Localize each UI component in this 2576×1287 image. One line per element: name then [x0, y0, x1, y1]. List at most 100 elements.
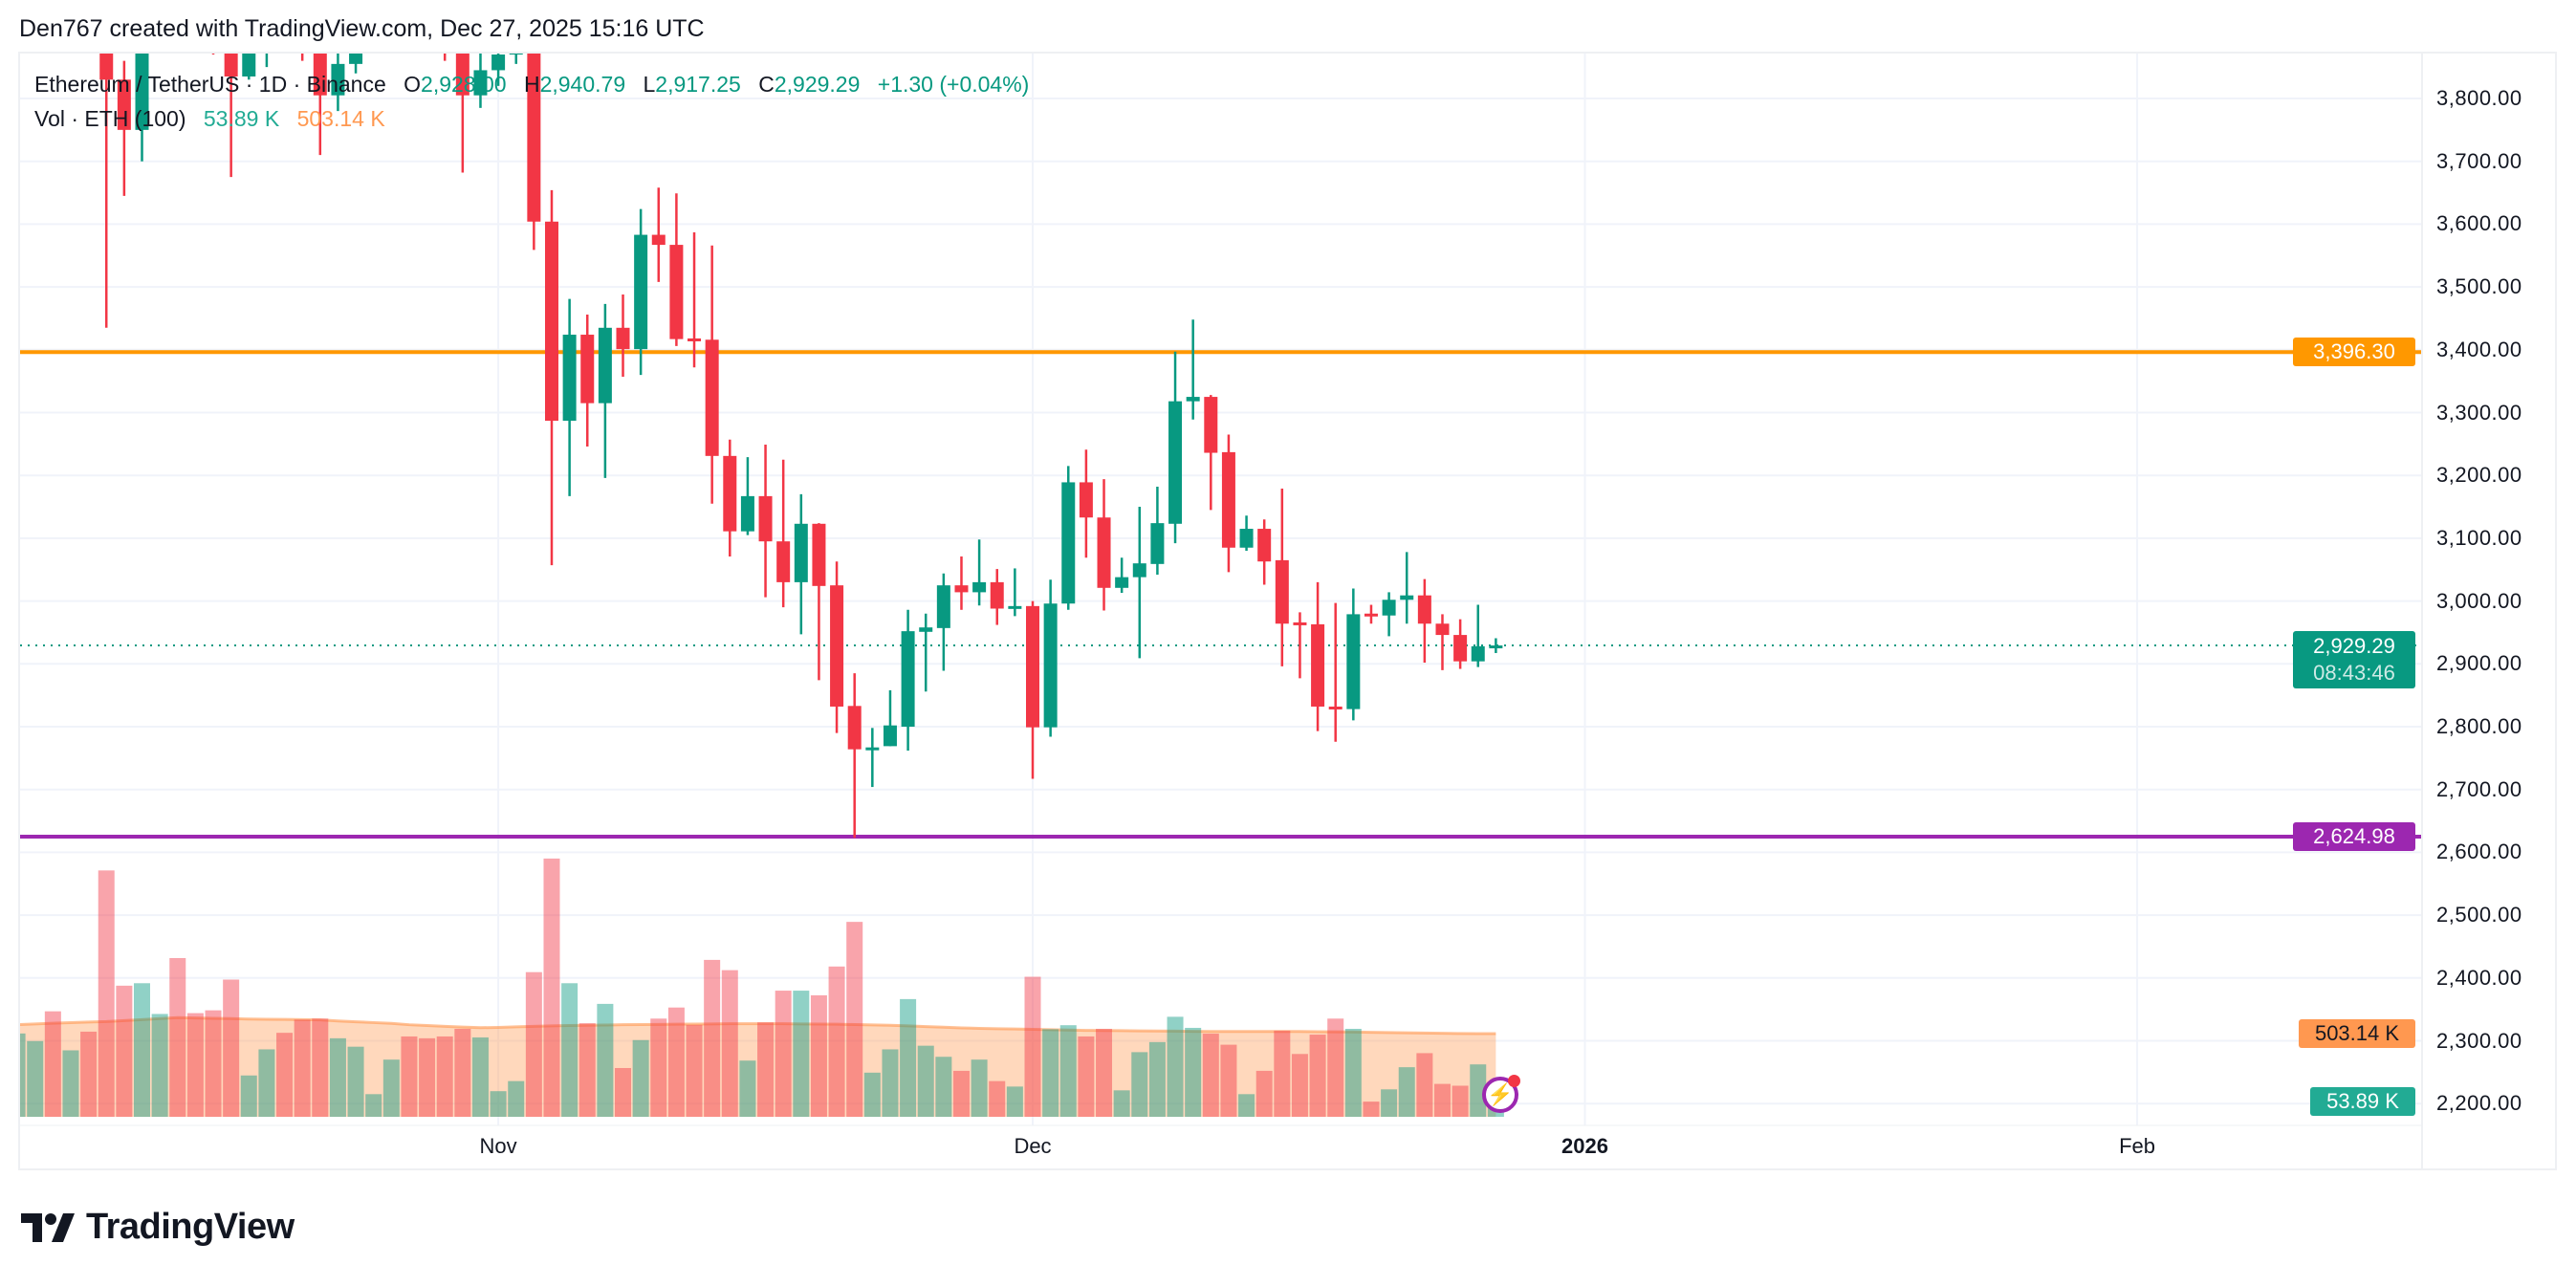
candle-body [1043, 603, 1058, 728]
volume-bar [1433, 1083, 1451, 1117]
candle-body [865, 747, 880, 751]
volume-bar [1291, 1054, 1308, 1117]
volume-bar [597, 1003, 614, 1117]
candle [562, 298, 577, 496]
volume-bar [1024, 976, 1041, 1117]
candle [812, 523, 826, 681]
volume-bar [508, 1080, 525, 1117]
candle [580, 315, 595, 447]
volume-bar [365, 1094, 382, 1117]
candle-body [1239, 529, 1254, 548]
candle [1239, 515, 1254, 552]
candle [776, 459, 791, 608]
volume-bar [329, 1037, 346, 1117]
horizontal-levels[interactable] [20, 350, 2422, 839]
price-tick-label: 3,400.00 [2436, 337, 2522, 361]
candle-body [919, 627, 933, 632]
volume-bar [1452, 1085, 1469, 1117]
candle [117, 60, 131, 196]
candle-body [847, 706, 862, 750]
candle [1204, 395, 1218, 511]
candle-body [580, 335, 595, 404]
price-tick-label: 2,900.00 [2436, 651, 2522, 676]
candle [265, 54, 269, 68]
candle [847, 673, 862, 839]
volume-bar [454, 1029, 471, 1117]
candle [224, 54, 238, 178]
candle [509, 54, 523, 64]
lightning-icon: ⚡ [1487, 1082, 1514, 1106]
candle [883, 689, 897, 747]
last-price: 2,929.29 [2313, 634, 2395, 659]
volume-bar [704, 959, 721, 1117]
candles [99, 54, 1503, 839]
tradingview-logo-icon [21, 1212, 75, 1242]
volume-bar [471, 1037, 489, 1117]
candle-body [669, 245, 684, 339]
candle [1293, 612, 1307, 679]
price-tick-label: 3,700.00 [2436, 148, 2522, 173]
candle-body [1168, 401, 1183, 524]
volume-bar [579, 1023, 596, 1117]
volume-bar [1202, 1034, 1219, 1117]
candle-body [1489, 645, 1503, 649]
candle [865, 728, 880, 788]
alert-bolt-button[interactable]: ⚡ [1482, 1075, 1520, 1113]
candle [972, 539, 987, 606]
candle-body [723, 455, 737, 532]
price-tick-label: 3,300.00 [2436, 400, 2522, 425]
candle-body [1132, 563, 1146, 578]
volume-bar [312, 1018, 329, 1117]
candle-body [1115, 577, 1129, 588]
volume-bar [1096, 1029, 1113, 1117]
volume-bar [1113, 1090, 1130, 1117]
candle [1186, 319, 1200, 420]
volume-bar [632, 1039, 649, 1117]
candle [473, 54, 488, 108]
price-tick-label: 2,500.00 [2436, 903, 2522, 927]
candle-body [1150, 523, 1165, 564]
volume-bar [151, 1014, 168, 1117]
volume-bar [989, 1080, 1006, 1117]
candle-body [830, 585, 844, 707]
volume-bar [561, 983, 579, 1117]
candle-body [954, 585, 969, 593]
time-tick-label: Nov [479, 1134, 517, 1158]
candle [349, 54, 363, 74]
candle-body [1435, 623, 1450, 636]
candle-body [99, 54, 114, 80]
volume-bar [205, 1010, 222, 1117]
volume-bar [258, 1049, 275, 1117]
candle [99, 54, 114, 328]
candle [443, 54, 447, 61]
candle [954, 556, 969, 610]
legend-volume-label[interactable]: Vol · ETH (100) [34, 106, 186, 131]
volume-bar [952, 1070, 970, 1117]
volume-pane [20, 858, 1504, 1117]
candle [1346, 588, 1361, 721]
candle-body [936, 585, 950, 628]
candle [300, 54, 304, 61]
volume-bar [1416, 1053, 1433, 1117]
candle-body [901, 631, 915, 727]
legend-symbol[interactable]: Ethereum / TetherUS · 1D · Binance [34, 72, 386, 97]
chart-frame [18, 52, 2557, 1170]
price-tick-label: 3,200.00 [2436, 463, 2522, 488]
volume-bar [882, 1049, 899, 1117]
candle-body [1346, 614, 1361, 709]
candle-body [455, 54, 469, 96]
volume-bar [846, 922, 863, 1117]
legend-change: +1.30 (+0.04%) [877, 72, 1030, 97]
candle-body [812, 523, 826, 586]
candle-body [1061, 482, 1076, 604]
volume-bar [169, 958, 186, 1117]
price-tick-label: 2,400.00 [2436, 965, 2522, 990]
candle-body [224, 54, 238, 77]
candle [1489, 638, 1503, 653]
candle [1364, 604, 1378, 624]
candle [491, 54, 506, 86]
legend-close: 2,929.29 [774, 72, 861, 97]
candle-body [990, 581, 1004, 609]
tradingview-logo[interactable]: TradingView [21, 1207, 295, 1248]
